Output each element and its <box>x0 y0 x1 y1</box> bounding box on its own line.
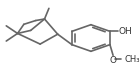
Text: OH: OH <box>119 27 132 36</box>
Text: O: O <box>110 56 117 65</box>
Text: CH₃: CH₃ <box>124 55 140 64</box>
